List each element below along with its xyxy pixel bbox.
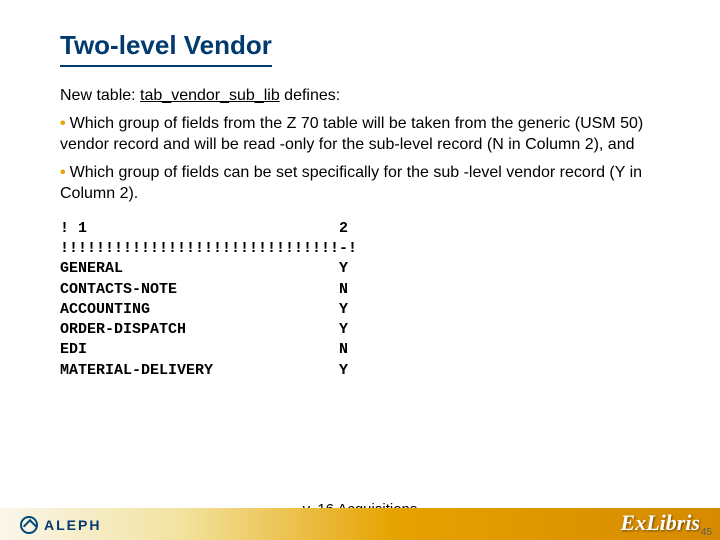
footer-region: v. 16 Acquisitions ALEPH ExLibris 45 bbox=[0, 488, 720, 540]
bullet-1: •Which group of fields from the Z 70 tab… bbox=[60, 113, 660, 156]
slide-number: 45 bbox=[701, 527, 712, 538]
slide-title: Two-level Vendor bbox=[60, 30, 272, 67]
aleph-logo: ALEPH bbox=[20, 516, 101, 534]
body-content: New table: tab_vendor_sub_lib defines: •… bbox=[60, 85, 660, 381]
exlibris-text: ExLibris bbox=[621, 510, 700, 535]
intro-line: New table: tab_vendor_sub_lib defines: bbox=[60, 85, 660, 107]
bullet-1-text: Which group of fields from the Z 70 tabl… bbox=[60, 115, 643, 154]
bullet-dot-icon: • bbox=[60, 115, 66, 132]
bullet-2: •Which group of fields can be set specif… bbox=[60, 162, 660, 205]
intro-prefix: New table: bbox=[60, 87, 140, 104]
aleph-logo-text: ALEPH bbox=[44, 517, 101, 533]
intro-suffix: defines: bbox=[280, 87, 340, 104]
config-table: ! 1 2 !!!!!!!!!!!!!!!!!!!!!!!!!!!!!!!-! … bbox=[60, 219, 660, 381]
slide: Two-level Vendor New table: tab_vendor_s… bbox=[0, 0, 720, 540]
bullet-2-text: Which group of fields can be set specifi… bbox=[60, 164, 642, 203]
intro-table-name: tab_vendor_sub_lib bbox=[140, 87, 280, 104]
bullet-dot-icon: • bbox=[60, 164, 66, 181]
aleph-mark-icon bbox=[20, 516, 38, 534]
exlibris-logo: ExLibris bbox=[621, 510, 700, 536]
bottom-bar: ALEPH ExLibris bbox=[0, 508, 720, 540]
